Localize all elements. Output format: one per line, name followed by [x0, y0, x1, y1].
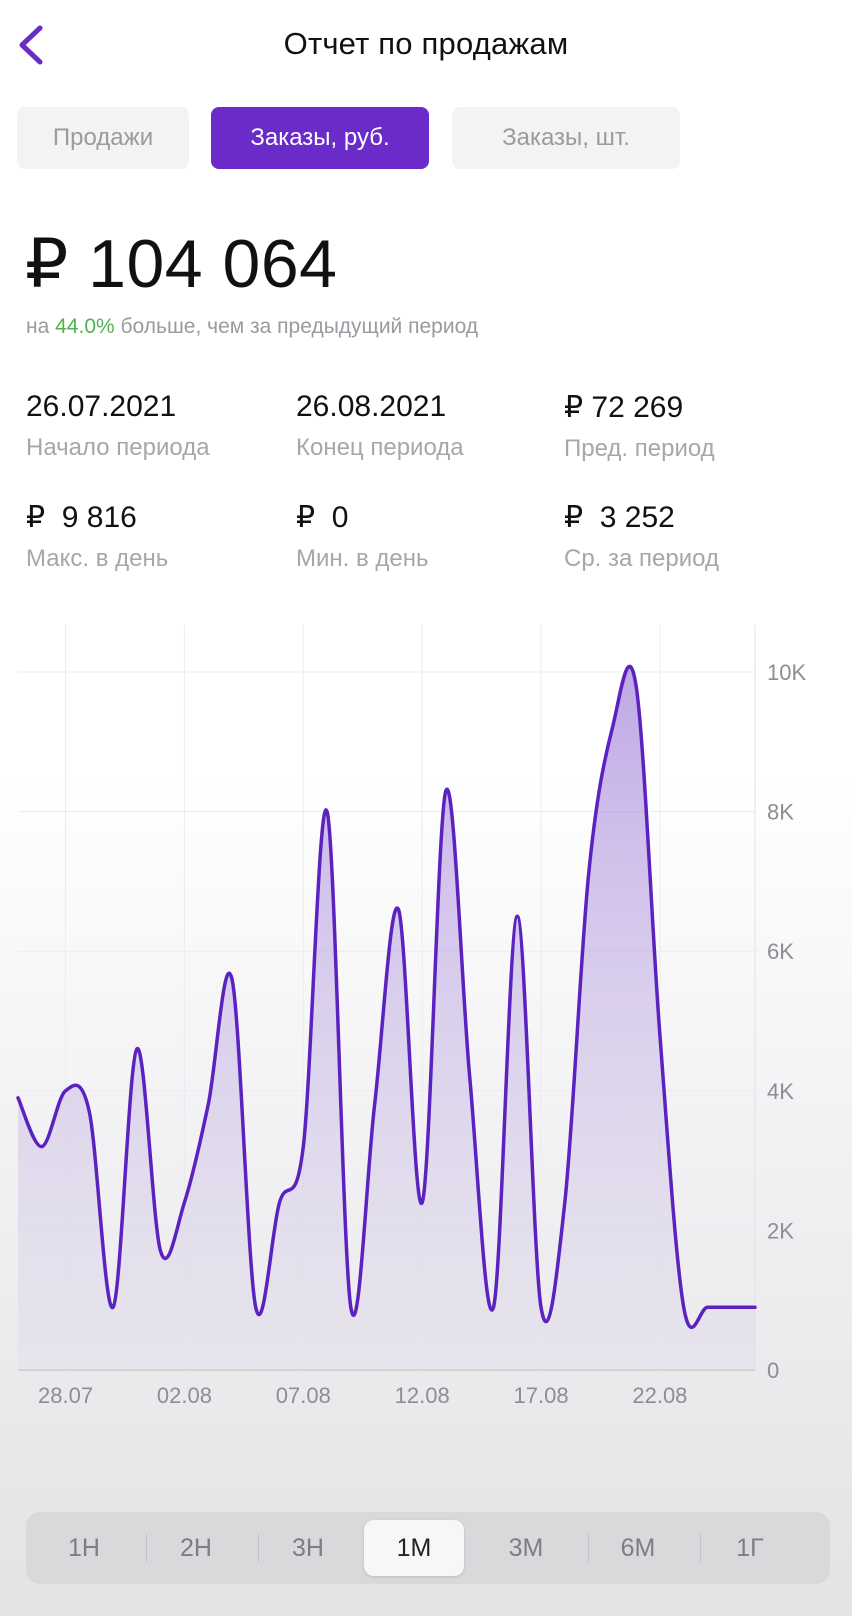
- stat-average: ₽ 3 252 Ср. за период: [564, 500, 824, 573]
- period-3m[interactable]: 3М: [508, 1533, 544, 1562]
- comparison-prefix: на: [26, 315, 56, 338]
- period-3w[interactable]: 3Н: [292, 1533, 324, 1562]
- tab-orders-rub[interactable]: Заказы, руб.: [211, 107, 429, 169]
- y-axis-labels: 0 2K 4K 6K 8K 10K: [767, 660, 806, 1383]
- data-point: [349, 1305, 353, 1309]
- stat-label: Мин. в день: [296, 545, 429, 572]
- data-point: [40, 1145, 44, 1149]
- stat-value: ₽ 3 252: [564, 501, 675, 534]
- x-tick-label: 07.08: [276, 1383, 331, 1408]
- period-2w[interactable]: 2Н: [180, 1533, 212, 1562]
- period-selector: 1Н 2Н 3Н 1М 3М 6М 1Г: [26, 1512, 830, 1584]
- data-point: [325, 810, 329, 814]
- data-point: [373, 1103, 377, 1107]
- data-point: [729, 1305, 733, 1309]
- total-amount: ₽ 104 064: [25, 226, 338, 302]
- y-tick-label: 6K: [767, 939, 794, 964]
- back-button[interactable]: [14, 22, 54, 68]
- data-point: [587, 872, 591, 876]
- y-tick-label: 4K: [767, 1079, 794, 1104]
- data-point: [610, 726, 614, 730]
- orders-chart[interactable]: 0 2K 4K 6K 8K 10K 28.07 02.08 07.08 12.08 17.08 22…: [0, 625, 852, 1425]
- comparison-percent: 44.0%: [55, 315, 115, 338]
- stat-period-end: 26.08.2021 Конец периода: [296, 390, 556, 462]
- stat-previous-period: ₽ 72 269 Пред. период: [564, 390, 824, 463]
- data-point: [87, 1110, 91, 1114]
- data-point: [111, 1305, 115, 1309]
- data-point: [16, 1096, 20, 1100]
- data-point: [135, 1047, 139, 1051]
- stat-value: ₽ 72 269: [564, 391, 684, 424]
- y-tick-label: 0: [767, 1358, 779, 1383]
- stat-label: Пред. период: [564, 435, 715, 462]
- period-1w[interactable]: 1Н: [68, 1533, 100, 1562]
- data-point: [254, 1305, 258, 1309]
- x-tick-label: 22.08: [632, 1383, 687, 1408]
- chart-area: [18, 666, 755, 1370]
- tab-sales[interactable]: Продажи: [17, 107, 189, 169]
- data-point: [182, 1200, 186, 1204]
- page-title: Отчет по продажам: [283, 26, 569, 61]
- data-point: [230, 977, 234, 981]
- data-point: [301, 1145, 305, 1149]
- data-point: [468, 1075, 472, 1079]
- y-tick-label: 2K: [767, 1218, 794, 1243]
- data-point: [64, 1089, 68, 1093]
- stat-min-per-day: ₽ 0 Мин. в день: [296, 500, 556, 573]
- data-point: [634, 684, 638, 688]
- stat-value: 26.08.2021: [296, 390, 447, 423]
- stat-label: Макс. в день: [26, 545, 169, 572]
- y-tick-label: 8K: [767, 800, 794, 825]
- data-point: [278, 1200, 282, 1204]
- period-divider: [258, 1534, 259, 1562]
- data-point: [682, 1305, 686, 1309]
- stat-label: Начало периода: [26, 434, 210, 461]
- period-1y[interactable]: 1Г: [736, 1533, 764, 1562]
- y-tick-label: 10K: [767, 660, 806, 685]
- period-divider: [146, 1534, 147, 1562]
- data-point: [159, 1249, 163, 1253]
- period-1m[interactable]: 1М: [364, 1520, 464, 1576]
- data-point: [420, 1200, 424, 1204]
- data-point: [444, 789, 448, 793]
- comparison-text: на 44.0% больше, чем за предыдущий перио…: [26, 315, 478, 339]
- chevron-left-icon: [19, 25, 43, 65]
- period-6m[interactable]: 6М: [620, 1533, 656, 1562]
- x-tick-label: 17.08: [514, 1383, 569, 1408]
- comparison-suffix: больше, чем за предыдущий период: [114, 315, 479, 338]
- data-point: [658, 1033, 662, 1037]
- x-axis-labels: 28.07 02.08 07.08 12.08 17.08 22.08: [38, 1383, 687, 1408]
- stat-value: 26.07.2021: [26, 390, 177, 423]
- x-tick-label: 28.07: [38, 1383, 93, 1408]
- data-point: [563, 1200, 567, 1204]
- data-point: [753, 1305, 757, 1309]
- stat-label: Конец периода: [296, 434, 464, 461]
- data-point: [515, 914, 519, 918]
- x-tick-label: 02.08: [157, 1383, 212, 1408]
- data-point: [206, 1103, 210, 1107]
- period-divider: [700, 1534, 701, 1562]
- stat-label: Ср. за период: [564, 545, 719, 572]
- stat-max-per-day: ₽ 9 816 Макс. в день: [26, 500, 286, 573]
- header: Отчет по продажам: [0, 0, 852, 92]
- period-divider: [588, 1534, 589, 1562]
- tab-orders-pcs[interactable]: Заказы, шт.: [452, 107, 680, 169]
- data-point: [705, 1305, 709, 1309]
- stat-period-start: 26.07.2021 Начало периода: [26, 390, 286, 462]
- x-tick-label: 12.08: [395, 1383, 450, 1408]
- data-point: [396, 907, 400, 911]
- chart-line: [16, 664, 757, 1329]
- stat-value: ₽ 0: [296, 501, 349, 534]
- data-point: [539, 1305, 543, 1309]
- data-point: [491, 1305, 495, 1309]
- stat-value: ₽ 9 816: [26, 501, 137, 534]
